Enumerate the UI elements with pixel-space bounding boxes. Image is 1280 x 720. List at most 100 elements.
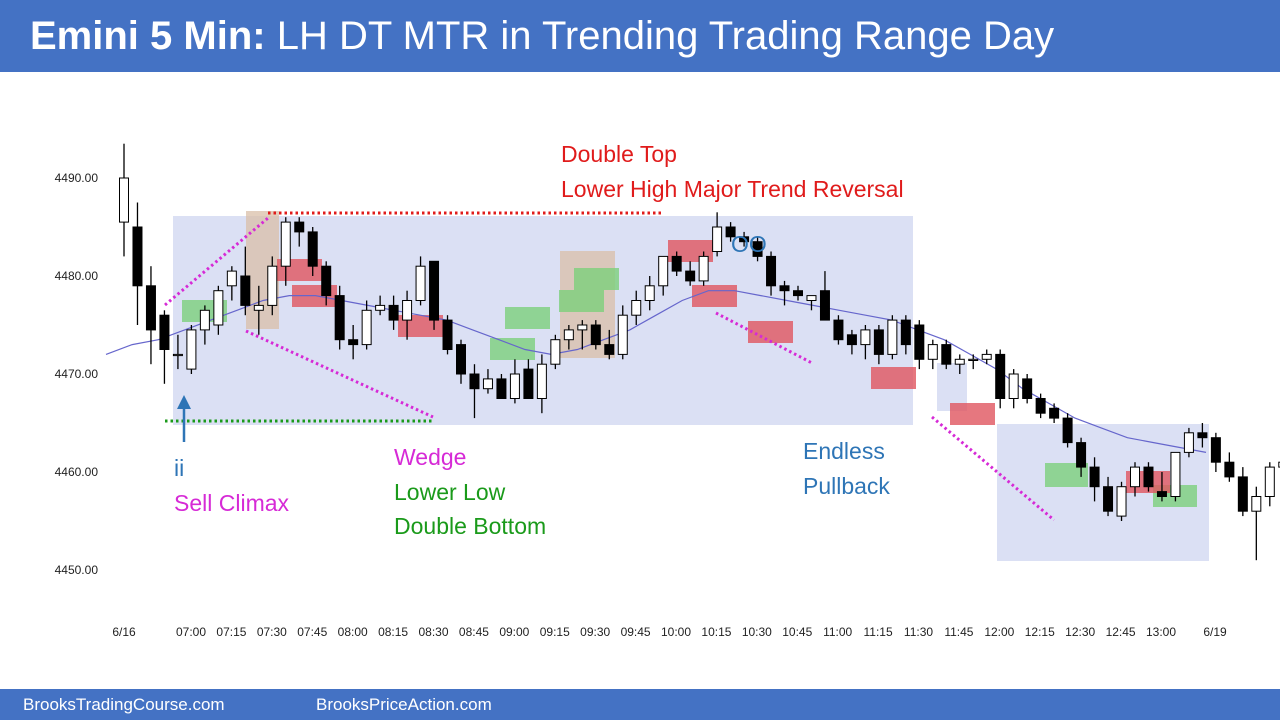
candle-62 — [954, 354, 965, 374]
candle-body-32 — [550, 339, 561, 365]
candle-35 — [590, 320, 601, 350]
candle-body-27 — [482, 378, 493, 390]
candle-30 — [523, 359, 534, 400]
candle-body-71 — [1076, 442, 1087, 468]
candle-6 — [199, 305, 210, 345]
candle-body-85 — [1264, 466, 1275, 498]
candle-74 — [1116, 481, 1127, 521]
candle-body-28 — [496, 378, 507, 399]
green-box-5 — [574, 268, 619, 290]
candle-body-16 — [334, 295, 345, 341]
candle-66 — [1008, 369, 1019, 409]
candle-body-41 — [671, 255, 682, 272]
candle-body-40 — [658, 255, 669, 287]
x-tick-label: 12:00 — [984, 625, 1014, 639]
candle-body-36 — [604, 344, 615, 355]
candle-70 — [1062, 413, 1073, 448]
candle-body-76 — [1143, 466, 1154, 488]
candle-52 — [819, 271, 830, 321]
red-box-7 — [871, 367, 916, 389]
candle-body-1 — [132, 226, 143, 287]
candle-54 — [846, 329, 857, 355]
candle-82 — [1224, 452, 1235, 482]
candle-body-24 — [442, 319, 453, 351]
candle-body-58 — [900, 319, 911, 346]
x-axis-ticks: 6/16 07:00 07:15 07:30 07:45 08:00 08:15 08:30 0… — [112, 625, 1227, 639]
candle-49 — [779, 280, 790, 306]
annotation-wedge: Wedge — [394, 444, 466, 470]
title-bold: Emini 5 Min: — [30, 14, 266, 58]
candle-body-56 — [873, 329, 884, 355]
candle-10 — [253, 285, 264, 335]
candle-7 — [213, 285, 224, 335]
x-tick-label: 10:45 — [782, 625, 812, 639]
candle-body-51 — [806, 295, 817, 302]
candle-84 — [1251, 486, 1262, 561]
candle-body-57 — [887, 319, 898, 355]
candle-body-14 — [307, 231, 318, 267]
candle-57 — [887, 315, 898, 360]
candle-68 — [1035, 393, 1046, 419]
footer-link-brookstradingcourse[interactable]: BrooksTradingCourse.com — [23, 695, 225, 714]
x-tick-label: 6/19 — [1203, 625, 1227, 639]
candle-37 — [617, 305, 628, 360]
candle-43 — [698, 251, 709, 286]
candle-31 — [536, 354, 547, 414]
candle-16 — [334, 285, 345, 350]
candle-body-26 — [469, 373, 480, 390]
candle-body-69 — [1049, 407, 1060, 419]
candle-56 — [873, 325, 884, 365]
x-tick-label: 10:00 — [661, 625, 691, 639]
candle-body-66 — [1008, 373, 1019, 399]
candle-55 — [860, 325, 871, 360]
footer-link-brookspriceaction[interactable]: BrooksPriceAction.com — [316, 695, 492, 714]
x-tick-label: 08:30 — [418, 625, 448, 639]
candle-2 — [145, 266, 156, 365]
candle-body-43 — [698, 255, 709, 282]
y-tick-label: 4490.00 — [55, 171, 99, 185]
candle-body-2 — [145, 285, 156, 331]
candle-34 — [577, 320, 588, 350]
x-tick-label: 12:30 — [1065, 625, 1095, 639]
candle-body-38 — [631, 300, 642, 316]
candle-body-67 — [1022, 378, 1033, 399]
candle-body-3 — [159, 314, 170, 351]
candle-24 — [442, 315, 453, 355]
annotation-ii: ii — [174, 455, 184, 481]
highlight-boxes — [173, 211, 1209, 561]
y-tick-label: 4480.00 — [55, 269, 99, 283]
x-tick-label: 11:15 — [864, 625, 893, 639]
candle-body-55 — [860, 329, 871, 346]
candle-33 — [563, 325, 574, 350]
candle-42 — [685, 261, 696, 286]
endless-pullback-line — [715, 311, 813, 365]
arrow-up-icon — [177, 395, 191, 442]
candle-body-63 — [968, 358, 979, 361]
annotation-lower-low: Lower Low — [394, 479, 506, 505]
candle-body-86 — [1278, 461, 1280, 468]
candle-81 — [1210, 432, 1221, 472]
candle-15 — [321, 261, 332, 306]
candle-22 — [415, 256, 426, 306]
candle-body-30 — [523, 368, 534, 400]
candle-body-47 — [752, 241, 763, 257]
candle-75 — [1130, 462, 1140, 497]
candle-53 — [833, 315, 844, 345]
candle-body-7 — [213, 290, 224, 326]
candle-body-84 — [1251, 496, 1262, 512]
candle-body-15 — [321, 265, 332, 297]
candle-77 — [1156, 472, 1167, 502]
candle-59 — [914, 320, 925, 370]
x-tick-label: 07:30 — [257, 625, 287, 639]
candle-63 — [968, 354, 979, 370]
annotations: Double Top Lower High Major Trend Revers… — [174, 141, 904, 539]
candle-64 — [981, 349, 992, 365]
x-tick-label: 08:00 — [338, 625, 368, 639]
x-tick-label: 11:00 — [823, 625, 852, 639]
x-tick-label: 09:45 — [621, 625, 651, 639]
candle-body-9 — [240, 275, 251, 306]
candle-18 — [361, 300, 372, 350]
candle-body-23 — [429, 260, 440, 321]
candle-body-70 — [1062, 417, 1073, 444]
candle-9 — [240, 246, 251, 316]
